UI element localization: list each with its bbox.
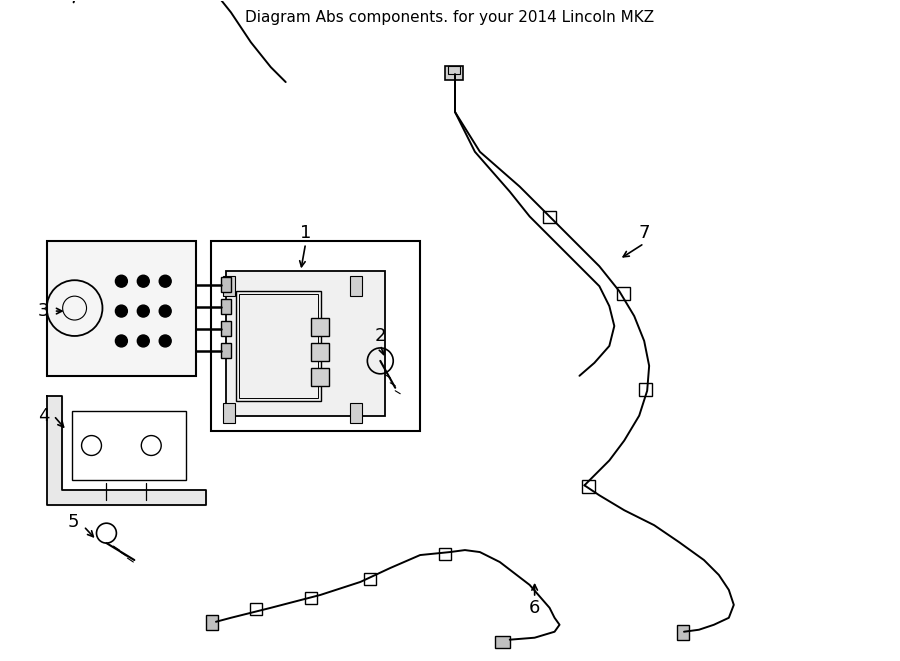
Bar (364, 573, 376, 585)
Bar (223, 276, 235, 296)
Bar (226, 271, 385, 416)
Circle shape (138, 305, 149, 317)
Bar (445, 66, 463, 80)
Bar (310, 368, 328, 386)
Text: 7: 7 (638, 225, 650, 243)
Bar (439, 548, 451, 560)
Text: 3: 3 (38, 302, 50, 320)
Text: 2: 2 (374, 327, 386, 345)
Circle shape (115, 275, 128, 287)
Circle shape (159, 335, 171, 347)
Circle shape (159, 275, 171, 287)
Bar (236, 291, 320, 401)
Bar (617, 287, 630, 300)
Text: Diagram Abs components. for your 2014 Lincoln MKZ: Diagram Abs components. for your 2014 Li… (246, 10, 654, 25)
Bar (206, 615, 218, 630)
Circle shape (115, 335, 128, 347)
Bar (223, 403, 235, 422)
Bar (221, 343, 231, 358)
Polygon shape (47, 396, 206, 505)
Bar (350, 403, 363, 422)
Text: 1: 1 (300, 225, 311, 243)
Bar (448, 66, 460, 74)
Circle shape (138, 335, 149, 347)
Bar (250, 603, 262, 615)
Circle shape (138, 275, 149, 287)
Bar (310, 318, 328, 336)
Bar (495, 636, 509, 648)
Bar (677, 625, 689, 640)
Bar (350, 276, 363, 296)
Circle shape (115, 305, 128, 317)
Bar (582, 481, 596, 493)
Text: 5: 5 (68, 513, 79, 531)
Bar (47, 241, 196, 376)
Bar (221, 277, 231, 292)
Bar (304, 592, 317, 604)
Bar (310, 343, 328, 361)
Bar (72, 410, 186, 481)
Bar (211, 241, 420, 430)
Bar (543, 210, 555, 223)
Text: 6: 6 (529, 599, 540, 617)
Text: 4: 4 (38, 407, 50, 424)
Bar (639, 383, 652, 396)
Bar (221, 299, 231, 314)
Bar (221, 321, 231, 336)
Bar (238, 294, 318, 398)
Circle shape (159, 305, 171, 317)
